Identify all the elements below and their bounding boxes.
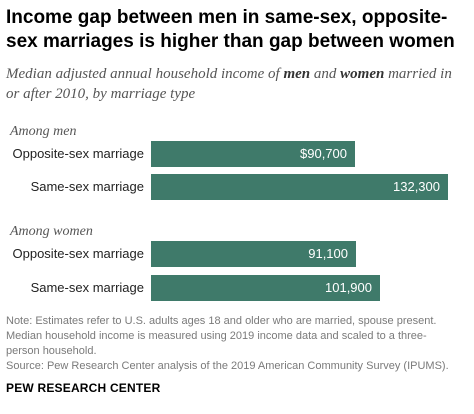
group-label: Among women: [10, 224, 93, 239]
chart-note: Note: Estimates refer to U.S. adults age…: [6, 314, 468, 359]
bar: 91,100: [151, 241, 356, 267]
note-line: Note: Estimates refer to U.S. adults age…: [6, 315, 437, 327]
bar: 132,300: [151, 174, 448, 200]
bar: 101,900: [151, 275, 380, 301]
chart-source: Source: Pew Research Center analysis of …: [6, 360, 449, 372]
chart-title: Income gap between men in same-sex, oppo…: [6, 7, 455, 52]
bar-value-label: 132,300: [393, 179, 440, 194]
note-line: person household.: [6, 345, 97, 357]
category-label: Same-sex marriage: [30, 179, 144, 194]
subtitle-text: married in or after 2010, by marriage ty…: [6, 66, 452, 102]
bar-value-label: $90,700: [300, 146, 347, 161]
subtitle-women: women: [340, 66, 385, 82]
subtitle-text: and: [310, 66, 341, 82]
category-label: Same-sex marriage: [30, 280, 144, 295]
bar: $90,700: [151, 141, 355, 167]
subtitle-men: men: [283, 66, 311, 82]
subtitle-text: Median adjusted annual household income …: [6, 66, 284, 82]
bar-value-label: 91,100: [308, 246, 348, 261]
group-label: Among men: [10, 124, 77, 139]
bar-value-label: 101,900: [325, 280, 372, 295]
pew-logo-text: PEW RESEARCH CENTER: [6, 381, 161, 395]
note-line: Median household income is measured usin…: [6, 330, 427, 342]
chart-subtitle: Median adjusted annual household income …: [6, 64, 468, 104]
category-label: Opposite-sex marriage: [12, 246, 145, 261]
category-label: Opposite-sex marriage: [12, 146, 145, 161]
